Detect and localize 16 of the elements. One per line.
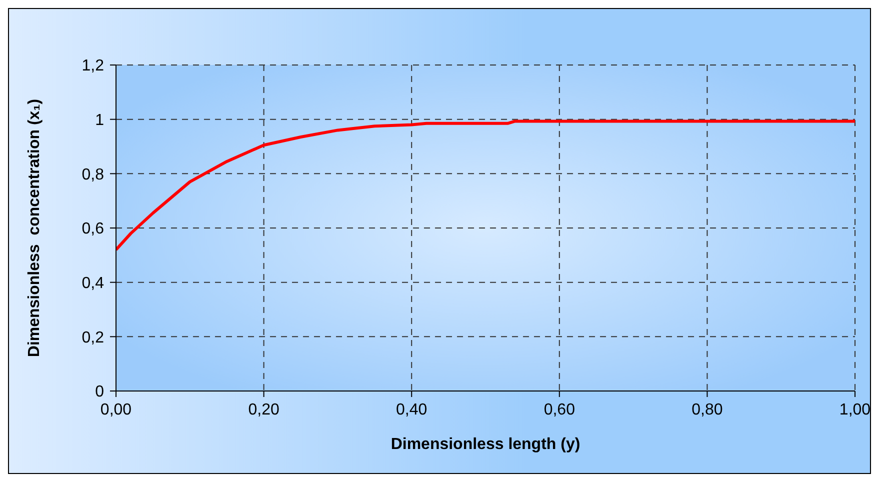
y-axis-title: Dimensionless concentration (x₁) — [26, 98, 43, 358]
x-tick-label: 0,60 — [544, 401, 576, 418]
y-tick-label: 0,8 — [82, 166, 104, 184]
y-tick-label: 0,4 — [82, 274, 104, 292]
x-tick-label: 0,40 — [396, 401, 428, 418]
y-tick-label: 0,2 — [82, 329, 104, 346]
y-tick-label: 1,2 — [82, 58, 104, 75]
x-tick-label: 0,00 — [100, 401, 132, 418]
x-tick-label: 0,20 — [248, 401, 280, 418]
y-tick-label: 1 — [95, 112, 104, 129]
x-tick-label: 1,00 — [839, 401, 871, 418]
line-series — [116, 120, 855, 252]
y-tick-label: 0 — [95, 384, 104, 401]
y-tick-label: 0,6 — [82, 220, 104, 238]
x-tick-label: 0,80 — [692, 401, 723, 418]
x-axis-title: Dimensionless length (y) — [390, 436, 580, 453]
